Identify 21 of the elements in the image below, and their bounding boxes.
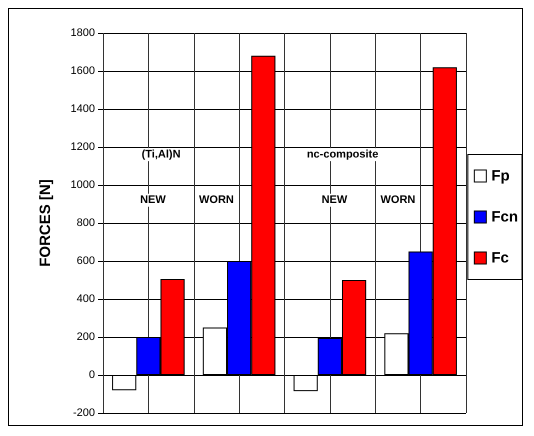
y-tick-label: 0 <box>88 369 95 381</box>
y-tick-label: 1600 <box>70 65 95 77</box>
annotation: WORN <box>199 194 234 206</box>
y-tick-label: 800 <box>76 217 95 229</box>
annotation: WORN <box>380 194 416 206</box>
y-tick-label: 400 <box>76 293 95 305</box>
y-tick-label: 1200 <box>70 141 95 153</box>
y-axis-title: FORCES [N] <box>37 179 54 267</box>
y-tick-label: -200 <box>72 407 95 419</box>
legend-label: Fp <box>491 168 510 184</box>
annotation: NEW <box>322 194 348 206</box>
y-tick-label: 1800 <box>70 27 95 39</box>
legend-label: Fc <box>491 250 509 266</box>
y-tick-label: 600 <box>76 255 95 267</box>
legend-label: Fcn <box>491 208 518 226</box>
annotation: nc-composite <box>306 148 378 161</box>
annotation: NEW <box>140 194 166 206</box>
y-tick-label: 1000 <box>70 179 95 191</box>
y-tick-label: 1400 <box>70 103 95 115</box>
annotation: (Ti,Al)N <box>142 148 181 161</box>
y-tick-label: 200 <box>76 331 95 343</box>
